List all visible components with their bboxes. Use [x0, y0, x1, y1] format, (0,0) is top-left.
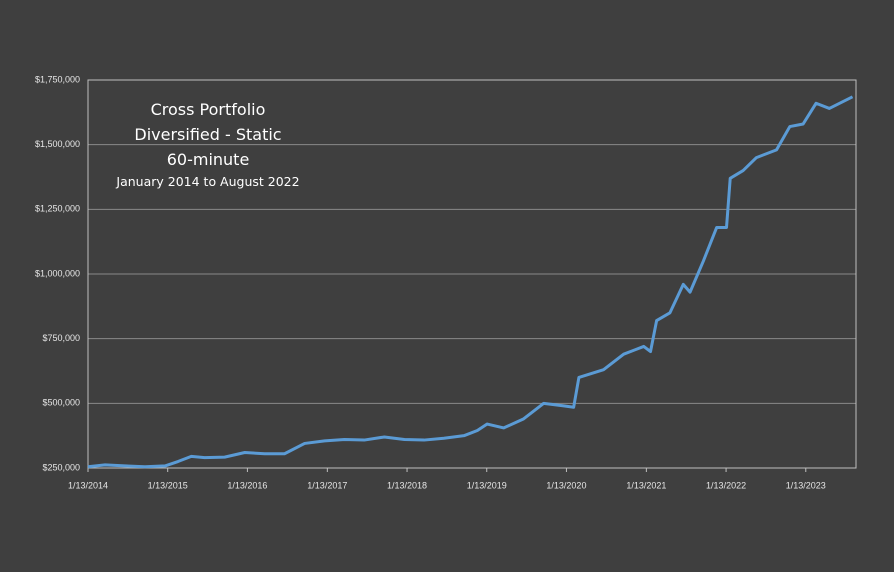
- x-tick-label: 1/13/2017: [307, 480, 347, 490]
- x-tick-label: 1/13/2018: [387, 480, 427, 490]
- y-tick-label: $750,000: [42, 333, 80, 343]
- chart-title: 60-minute: [167, 150, 250, 169]
- x-tick-label: 1/13/2023: [786, 480, 826, 490]
- x-tick-label: 1/13/2014: [68, 480, 108, 490]
- x-tick-label: 1/13/2015: [148, 480, 188, 490]
- line-series: [87, 95, 854, 469]
- x-tick-label: 1/13/2022: [706, 480, 746, 490]
- chart-title: Cross Portfolio: [151, 100, 266, 119]
- y-tick-label: $1,250,000: [35, 204, 80, 214]
- chart-title: Diversified - Static: [134, 125, 281, 144]
- x-tick-label: 1/13/2019: [467, 480, 507, 490]
- x-tick-label: 1/13/2020: [546, 480, 586, 490]
- y-tick-label: $1,000,000: [35, 268, 80, 278]
- y-tick-label: $1,500,000: [35, 139, 80, 149]
- chart-subtitle: January 2014 to August 2022: [115, 174, 299, 189]
- y-tick-label: $250,000: [42, 462, 80, 472]
- x-tick-label: 1/13/2016: [227, 480, 267, 490]
- y-tick-label: $500,000: [42, 398, 80, 408]
- plot-border: [87, 79, 857, 469]
- x-tick-label: 1/13/2021: [626, 480, 666, 490]
- y-tick-label: $1,750,000: [35, 74, 80, 84]
